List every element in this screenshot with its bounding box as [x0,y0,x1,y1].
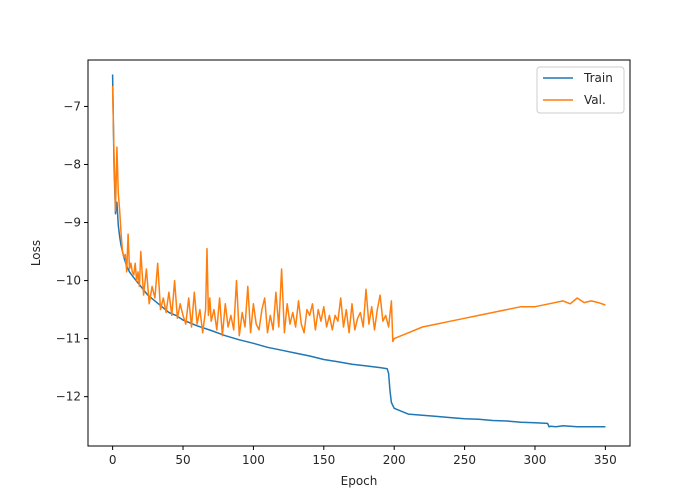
legend-label-val: Val. [584,93,606,107]
x-tick-label: 350 [594,453,617,467]
series-line-train [111,74,606,428]
y-tick-label: −11 [56,332,81,346]
y-tick-label: −12 [56,390,81,404]
y-tick-label: −8 [63,157,81,171]
x-tick-label: 50 [175,453,190,467]
series-line-val [111,86,606,343]
y-tick-label: −10 [56,274,81,288]
x-tick-label: 250 [453,453,476,467]
plot-lines [111,74,606,428]
x-tick-label: 100 [242,453,265,467]
y-axis-label: Loss [29,240,43,266]
x-tick-label: 200 [383,453,406,467]
x-axis-label: Epoch [341,474,378,488]
x-axis: 0 50 100 150 200 250 300 350 [109,446,617,467]
y-tick-label: −9 [63,216,81,230]
x-tick-label: 300 [524,453,547,467]
legend: Train Val. [536,66,625,114]
legend-label-train: Train [583,71,613,85]
y-axis: −12 −11 −10 −9 −8 −7 [56,99,88,404]
plot-frame [87,59,631,447]
x-tick-label: 0 [109,453,117,467]
y-tick-label: −7 [63,99,81,113]
x-tick-label: 150 [312,453,335,467]
